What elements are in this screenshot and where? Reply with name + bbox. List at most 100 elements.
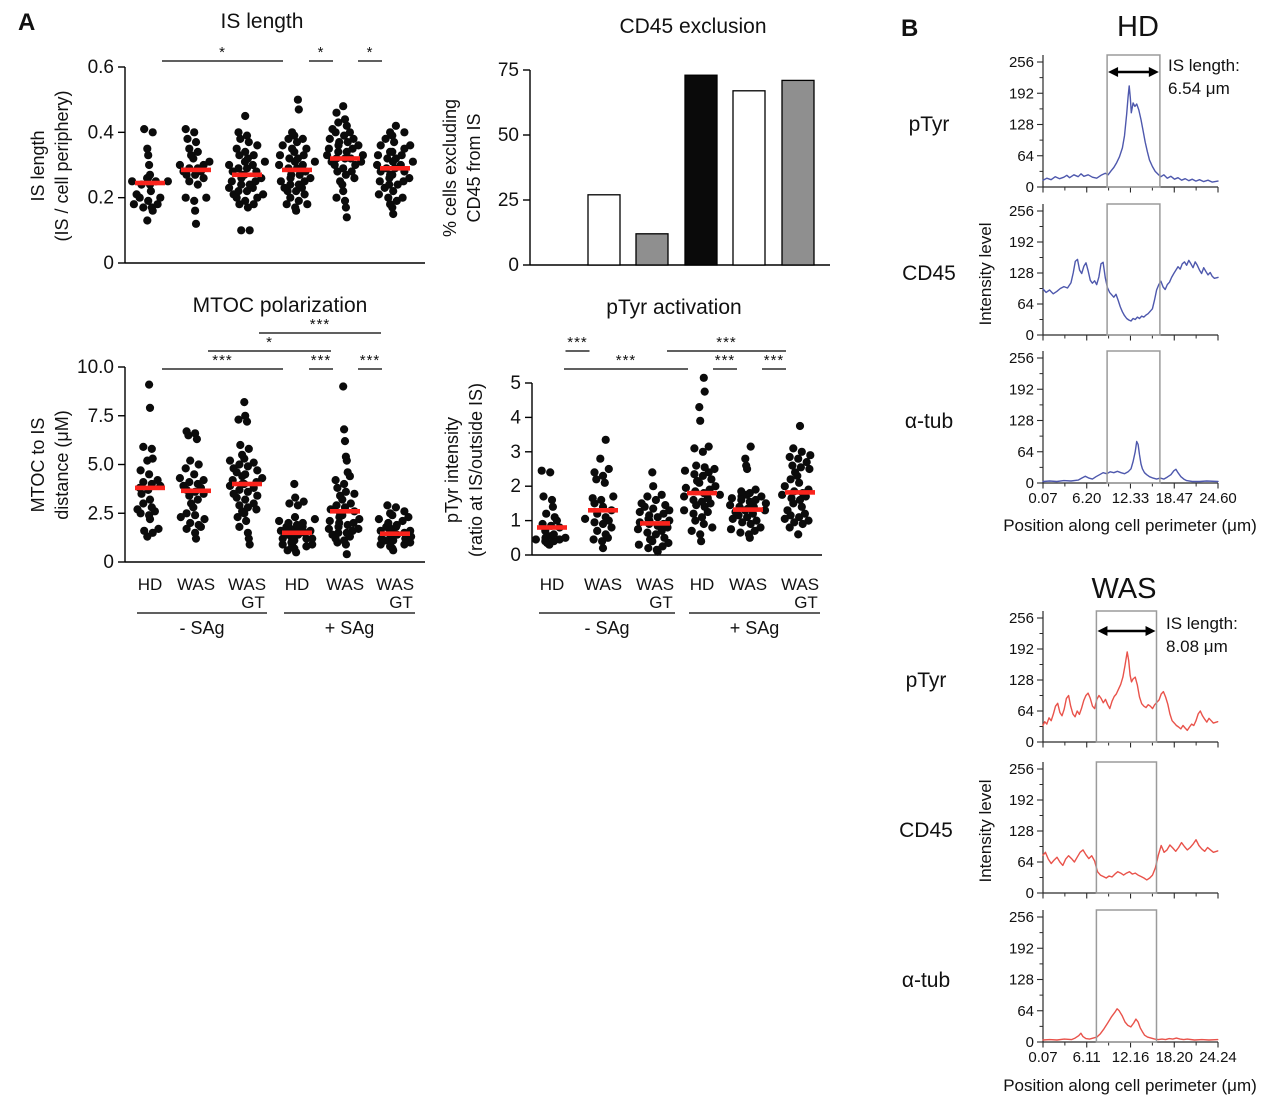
median-line xyxy=(135,180,165,186)
trace-profile_hd-2 xyxy=(1042,440,1219,483)
data-dot xyxy=(736,528,745,537)
x-tick-label: 6.20 xyxy=(1072,490,1101,507)
data-dot xyxy=(299,151,308,160)
group-label-2: GT xyxy=(649,593,673,612)
data-dot xyxy=(746,442,755,451)
mtoc-polarization-title: MTOC polarization xyxy=(193,294,368,317)
y-tick-label: 192 xyxy=(1009,234,1034,251)
data-dot xyxy=(237,226,246,235)
group-label: WAS xyxy=(729,575,767,594)
data-dot xyxy=(229,464,238,473)
group-label: HD xyxy=(540,575,565,594)
data-dot xyxy=(205,157,214,166)
data-dot xyxy=(384,518,393,528)
data-dot xyxy=(342,550,351,559)
data-dot xyxy=(660,533,669,542)
data-dot xyxy=(690,444,699,453)
data-dot xyxy=(601,435,610,444)
data-dot xyxy=(293,501,302,510)
data-dot xyxy=(334,528,343,537)
data-dot xyxy=(286,193,295,202)
data-dot xyxy=(644,544,653,553)
data-dot xyxy=(696,530,705,539)
data-dot xyxy=(276,177,285,186)
data-dot xyxy=(598,471,608,480)
was-xlabel: Position along cell perimeter (μm) xyxy=(1003,1076,1257,1095)
group-label-2: GT xyxy=(389,593,413,612)
data-dot xyxy=(190,128,199,137)
data-dot xyxy=(146,187,155,196)
data-dot xyxy=(183,134,192,143)
data-dot xyxy=(275,151,285,160)
cd45-exclusion-title: CD45 exclusion xyxy=(619,15,766,38)
median-line xyxy=(640,521,670,526)
data-dot xyxy=(144,196,153,205)
data-dot xyxy=(333,483,342,492)
data-dot xyxy=(550,513,559,522)
data-dot xyxy=(386,147,395,156)
sig-label: * xyxy=(219,44,226,61)
data-dot xyxy=(707,475,716,484)
was-is-length-annotation-2: 8.08 μm xyxy=(1166,637,1228,656)
data-dot xyxy=(175,160,184,170)
data-dot xyxy=(383,501,392,510)
data-dot xyxy=(185,177,194,186)
y-tick-label: 128 xyxy=(1009,972,1034,989)
group-label: WAS xyxy=(177,575,215,594)
data-dot xyxy=(726,525,736,534)
ptyr-activation-title: pTyr activation xyxy=(606,296,741,319)
data-dot xyxy=(325,516,334,526)
data-dot xyxy=(704,442,713,451)
data-dot xyxy=(298,518,307,528)
data-dot xyxy=(298,160,307,170)
y-tick-label: 0 xyxy=(103,552,114,573)
data-dot xyxy=(397,151,406,160)
y-tick-label: 2 xyxy=(510,476,521,497)
was-title: WAS xyxy=(1092,573,1157,605)
data-dot xyxy=(342,213,351,222)
data-dot xyxy=(546,468,555,477)
data-dot xyxy=(711,482,720,491)
sig-label: * xyxy=(367,44,374,61)
data-dot xyxy=(194,520,203,530)
data-dot xyxy=(643,528,652,537)
y-tick-label: 5.0 xyxy=(88,455,114,476)
data-dot xyxy=(381,134,390,143)
data-dot xyxy=(148,528,157,537)
data-dot xyxy=(726,501,735,510)
y-tick-label: 256 xyxy=(1009,610,1034,627)
ptyr-ylabel-1: pTyr intensity xyxy=(442,417,462,523)
hd-row-label-cd45: CD45 xyxy=(902,262,956,285)
data-dot xyxy=(298,134,307,143)
chart-cd45_exclusion: 0 25 50 75 xyxy=(498,60,830,276)
data-dot xyxy=(243,503,252,512)
median-line xyxy=(232,481,262,487)
data-dot xyxy=(299,497,308,506)
data-dot xyxy=(139,442,148,451)
data-dot xyxy=(795,421,805,431)
data-dot xyxy=(234,187,243,196)
data-dot xyxy=(804,516,813,525)
data-dot xyxy=(175,474,184,483)
y-tick-label: 192 xyxy=(1009,641,1034,658)
data-dot xyxy=(609,492,618,501)
x-tick-label: 6.11 xyxy=(1073,1049,1101,1066)
data-dot xyxy=(345,128,354,137)
data-dot xyxy=(651,495,661,505)
data-dot xyxy=(145,170,155,179)
data-dot xyxy=(193,479,202,489)
data-dot xyxy=(741,454,750,463)
data-dot xyxy=(787,494,796,503)
data-dot xyxy=(176,513,185,522)
data-dot xyxy=(258,474,267,483)
y-tick-label: 128 xyxy=(1009,823,1034,840)
data-dot xyxy=(398,516,407,526)
data-dot xyxy=(373,151,383,160)
y-tick-label: 25 xyxy=(498,190,519,211)
y-tick-label: 2.5 xyxy=(88,503,114,524)
hd-row-label-atub: α-tub xyxy=(905,410,953,433)
